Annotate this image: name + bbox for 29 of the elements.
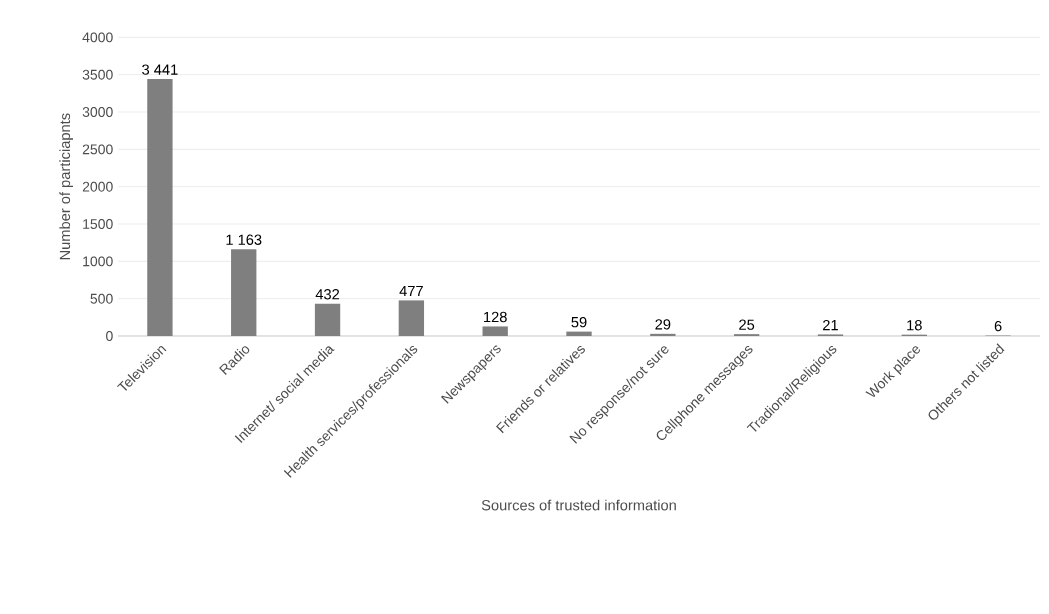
bar — [147, 79, 173, 336]
bar — [314, 303, 341, 336]
data-label: 128 — [484, 311, 507, 323]
y-tick-label: 3500 — [82, 69, 113, 80]
y-tick-label: 1500 — [83, 219, 113, 229]
y-tick-label: 3000 — [82, 107, 113, 117]
x-axis-title: Sources of trusted information — [481, 499, 676, 511]
y-tick-label: 0 — [106, 331, 113, 341]
bar — [482, 326, 508, 336]
bar — [650, 333, 676, 336]
bar — [398, 300, 425, 336]
data-label: 432 — [315, 289, 340, 300]
bar — [231, 249, 257, 336]
data-label: 1 163 — [226, 234, 262, 245]
y-tick-label: 2000 — [82, 181, 113, 192]
data-label: 18 — [907, 320, 922, 331]
y-tick-label: 1000 — [83, 256, 113, 267]
data-label: 6 — [994, 320, 1002, 332]
data-label: 3 441 — [142, 64, 178, 75]
data-label: 21 — [823, 319, 838, 331]
data-label: 29 — [655, 319, 671, 330]
data-label: 477 — [399, 286, 423, 297]
y-tick-label: 2500 — [82, 144, 113, 155]
bar — [566, 331, 592, 336]
y-axis-title: Number of particiapnts — [59, 113, 73, 260]
data-label: 25 — [739, 319, 755, 330]
y-tick-label: 500 — [90, 293, 113, 304]
data-label: 59 — [571, 316, 587, 328]
y-tick-label: 4000 — [82, 32, 113, 43]
